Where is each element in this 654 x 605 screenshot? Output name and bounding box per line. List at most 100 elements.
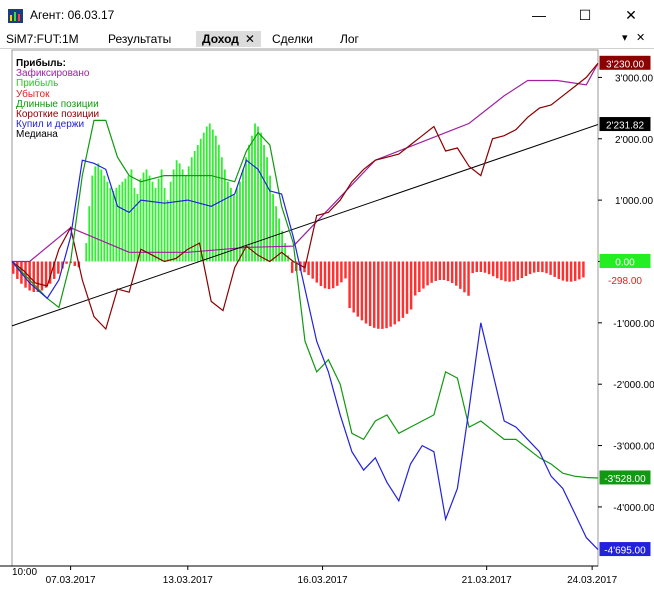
series-line <box>12 63 599 263</box>
chevron-down-icon[interactable]: ▾ <box>622 32 628 44</box>
loss-bar <box>496 261 499 279</box>
loss-bar <box>508 261 511 282</box>
value-tag: 0.00 <box>615 257 635 268</box>
loss-bar <box>541 261 544 273</box>
profit-bar <box>130 169 133 262</box>
profit-bar <box>257 126 259 262</box>
plot-frame <box>11 49 599 567</box>
value-tag: -4'695.00 <box>604 546 646 557</box>
loss-bar <box>455 261 458 286</box>
tab-sim7[interactable]: SiM7:FUT:1M <box>6 32 79 46</box>
loss-bar <box>290 261 294 273</box>
profit-bar <box>245 157 247 262</box>
profit-bar <box>272 193 274 262</box>
loss-bar <box>479 261 483 272</box>
series-line <box>11 119 599 479</box>
app-chart-icon <box>8 9 23 23</box>
loss-bar <box>524 261 528 277</box>
y-tick-label: -1'000.00 <box>613 319 654 330</box>
y-tick-label: 2'000.00 <box>615 135 653 146</box>
loss-bar <box>504 261 507 282</box>
loss-bar <box>537 261 540 272</box>
maximize-icon: ☐ <box>578 6 592 23</box>
loss-bar <box>340 261 343 283</box>
profit-bar <box>181 169 184 262</box>
close-icon[interactable]: ✕ <box>636 32 646 44</box>
x-tick-label: 07.03.2017 <box>46 575 96 586</box>
y-tick-label: -4'000.00 <box>613 503 654 514</box>
loss-bar <box>336 261 339 286</box>
loss-bar <box>53 261 56 279</box>
legend-title: Прибыль: <box>16 58 66 69</box>
profit-bar <box>190 157 193 262</box>
loss-bar <box>487 261 491 275</box>
loss-bar <box>442 261 446 281</box>
legend-item-buyhold: Купил и держи <box>16 119 85 131</box>
close-icon: ✕ <box>625 6 637 23</box>
profit-bar <box>163 187 166 262</box>
loss-bar <box>401 261 405 318</box>
profit-bar <box>121 181 124 262</box>
profit-bar <box>106 181 109 262</box>
loss-bar <box>36 261 40 292</box>
profit-bar <box>226 181 229 262</box>
profit-bar <box>169 181 172 262</box>
legend-item-fixed: Зафиксировано <box>16 68 90 80</box>
y-tick-label: -3'000.00 <box>613 442 654 453</box>
profit-bar <box>202 132 205 262</box>
loss-bar <box>372 261 376 328</box>
profit-bar <box>269 175 271 262</box>
tab-deals[interactable]: Сделки <box>272 32 313 46</box>
profit-bar <box>172 169 175 262</box>
profit-bar <box>124 178 127 262</box>
loss-bar <box>450 261 454 283</box>
loss-bar <box>582 261 585 278</box>
tab-results[interactable]: Результаты <box>108 32 172 46</box>
minimize-icon: — <box>532 7 546 23</box>
loss-bar <box>311 261 314 279</box>
value-tag-bg <box>599 272 651 287</box>
loss-bar <box>532 261 536 273</box>
loss-bar <box>557 261 561 279</box>
maximize-button[interactable]: ☐ <box>562 0 608 30</box>
profit-bar <box>263 144 265 262</box>
loss-bar <box>360 261 364 321</box>
loss-bar <box>405 261 409 314</box>
loss-bar <box>315 261 319 283</box>
tab-income[interactable]: Доход ✕ <box>196 31 261 47</box>
profit-bar <box>223 169 226 262</box>
x-start-label: 10:00 <box>12 567 37 578</box>
loss-bar <box>573 261 577 281</box>
tab-close-icon[interactable]: ✕ <box>244 32 255 46</box>
loss-bar <box>561 261 565 281</box>
loss-bar <box>12 261 15 274</box>
loss-bar <box>516 261 520 280</box>
loss-bar <box>44 261 48 288</box>
loss-bar <box>393 261 396 325</box>
series-line <box>11 62 599 331</box>
profit-bar <box>187 166 190 262</box>
loss-bar <box>528 261 532 275</box>
profit-bar <box>205 126 208 262</box>
profit-bar <box>88 206 91 262</box>
profit-bar <box>85 243 88 262</box>
profit-bar <box>118 184 121 262</box>
value-tag-bg <box>599 253 651 268</box>
loss-bar <box>348 261 351 309</box>
minimize-button[interactable]: — <box>516 0 562 30</box>
loss-bar <box>549 261 552 275</box>
profit-bar <box>127 175 130 262</box>
loss-bar <box>553 261 556 277</box>
tab-log[interactable]: Лог <box>340 32 359 46</box>
loss-bar <box>467 261 470 296</box>
profit-bar <box>133 187 136 262</box>
profit-bar <box>178 163 181 262</box>
loss-bar <box>491 261 495 277</box>
profit-bar <box>145 169 148 262</box>
profit-bar <box>109 187 112 262</box>
profit-bar <box>214 135 217 262</box>
close-button[interactable]: ✕ <box>608 0 654 30</box>
loss-bar <box>307 261 310 276</box>
income-chart: 3'000.00 2'000.00 1'000.00 0.00 -1'000.00 -2'… <box>0 49 654 586</box>
profit-bar <box>112 190 115 262</box>
